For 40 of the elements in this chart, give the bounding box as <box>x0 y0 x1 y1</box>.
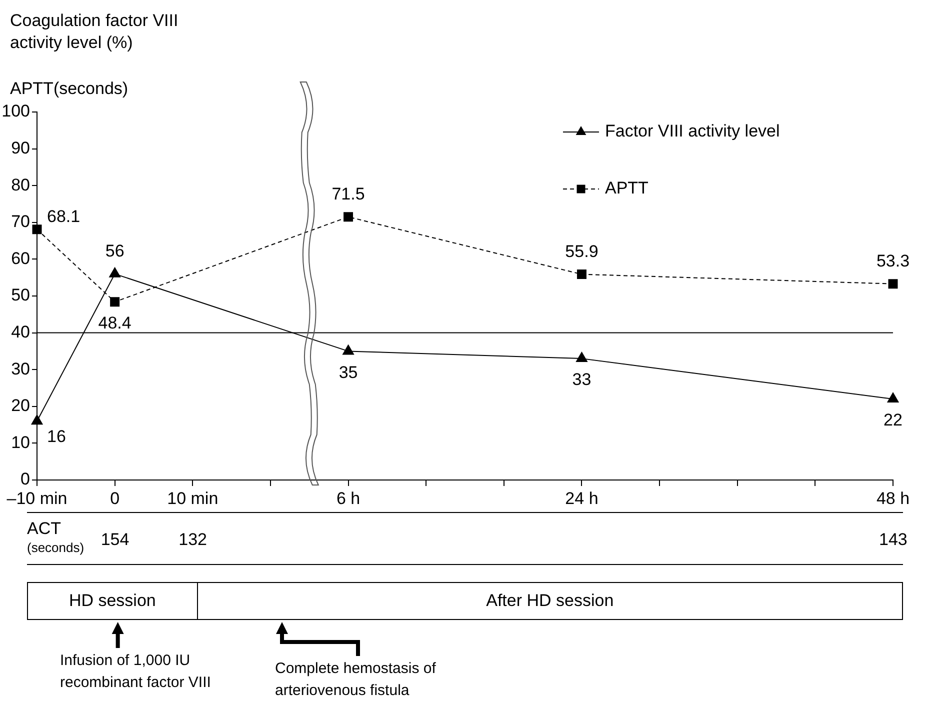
x-tick-label: 10 min <box>167 488 218 508</box>
y-tick-label: 50 <box>11 286 30 305</box>
data-label: 56 <box>105 242 124 261</box>
y-tick-label: 10 <box>11 432 30 452</box>
x-tick-label: 6 h <box>336 488 360 508</box>
data-label: 33 <box>572 370 592 390</box>
x-tick-label: 24 h <box>565 488 598 508</box>
y-tick-label: 40 <box>11 322 30 342</box>
text: 154 <box>100 529 130 551</box>
text: Complete hemostasis of arteriovenous fistula <box>275 659 437 701</box>
data-label: 48.4 <box>98 314 132 333</box>
y-tick-label: 100 <box>2 102 30 121</box>
y-tick-label: 20 <box>11 396 30 416</box>
text: 143 <box>879 529 908 551</box>
text: ACT <box>27 518 61 540</box>
data-label: 22 <box>884 410 902 430</box>
text: (seconds) <box>27 540 84 556</box>
legend-label: APTT <box>605 178 648 198</box>
data-label: 55.9 <box>565 242 598 261</box>
text: HD session <box>27 582 198 620</box>
y-tick-label: 80 <box>11 175 30 194</box>
text: APTT(seconds) <box>10 78 128 100</box>
text: Infusion of 1,000 IU recombinant factor VIII <box>60 651 212 693</box>
data-label: 16 <box>47 426 66 446</box>
data-label: 68.1 <box>47 207 80 226</box>
y-tick-label: 90 <box>11 138 30 158</box>
text: After HD session <box>196 582 903 620</box>
y-tick-label: 60 <box>11 248 30 268</box>
x-tick-label: –10 min <box>6 488 68 508</box>
y-tick-label: 70 <box>11 212 30 232</box>
y-tick-label: 30 <box>11 359 30 378</box>
y-axis-title: Coagulation factor VIII activity level (%) <box>10 10 180 54</box>
text: 132 <box>178 529 207 551</box>
data-label: 71.5 <box>332 184 365 204</box>
x-tick-label: 0 <box>110 488 120 508</box>
data-label: 53.3 <box>876 252 910 271</box>
y-tick-label: 0 <box>20 470 30 489</box>
x-tick-label: 48 h <box>876 488 910 508</box>
data-label: 35 <box>338 362 358 382</box>
legend-label: Factor VIII activity level <box>605 122 780 141</box>
